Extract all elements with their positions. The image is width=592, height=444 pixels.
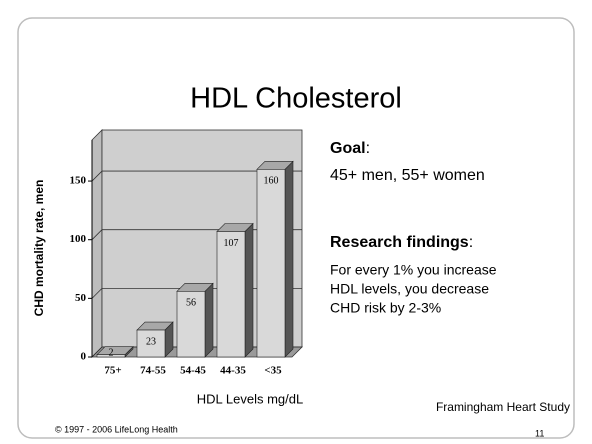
y-tick-label: 150 (70, 175, 87, 187)
bar-value-label: 160 (264, 176, 279, 187)
bar-value-label: 107 (224, 238, 239, 249)
findings-line: CHD risk by 2-3% (330, 300, 441, 316)
x-tick-label: 44-35 (220, 365, 246, 377)
findings-colon: : (469, 234, 473, 251)
bar-side (245, 223, 253, 357)
findings-line: For every 1% you increase (330, 262, 497, 278)
bar (217, 231, 245, 357)
bar-value-label: 56 (186, 298, 196, 309)
page-number: 11 (535, 428, 544, 438)
findings-heading: Research findings: (330, 234, 473, 251)
slide-title: HDL Cholesterol (190, 83, 402, 115)
left-wall (92, 130, 102, 357)
goal-colon: : (366, 140, 370, 157)
y-tick-label: 50 (75, 292, 87, 304)
page: {"slide": {"title": "HDL Cholesterol", "… (0, 0, 592, 444)
goal-heading: Goal: (330, 140, 370, 157)
x-tick-label: 75+ (104, 365, 121, 377)
x-tick-label: 54-45 (180, 365, 206, 377)
y-tick-label: 100 (70, 233, 87, 245)
bar-value-label: 23 (146, 336, 156, 347)
bar (257, 169, 285, 357)
goal-label: Goal (330, 140, 366, 157)
x-tick-label: 74-55 (140, 365, 166, 377)
bar-side (205, 283, 213, 357)
findings-label: Research findings (330, 234, 469, 251)
x-tick-label: <35 (264, 365, 282, 377)
x-axis-label: HDL Levels mg/dL (197, 391, 303, 406)
bar-side (285, 161, 293, 357)
footer: © 1997 - 2006 LifeLong Health (55, 424, 178, 434)
source: Framingham Heart Study (436, 400, 570, 414)
y-axis-label: CHD mortality rate, men (32, 180, 46, 317)
y-tick-label: 0 (81, 351, 87, 363)
bar-value-label: 2 (109, 347, 114, 358)
slide: HDL Cholesterol Goal: 45+ men, 55+ women… (0, 0, 592, 444)
findings-line: HDL levels, you decrease (330, 281, 489, 297)
chart: 0 50 100 150 2 75+ 23 74-55 56 54-45 107 44-35 160 <3… (70, 130, 303, 377)
goal-text: 45+ men, 55+ women (330, 167, 485, 184)
